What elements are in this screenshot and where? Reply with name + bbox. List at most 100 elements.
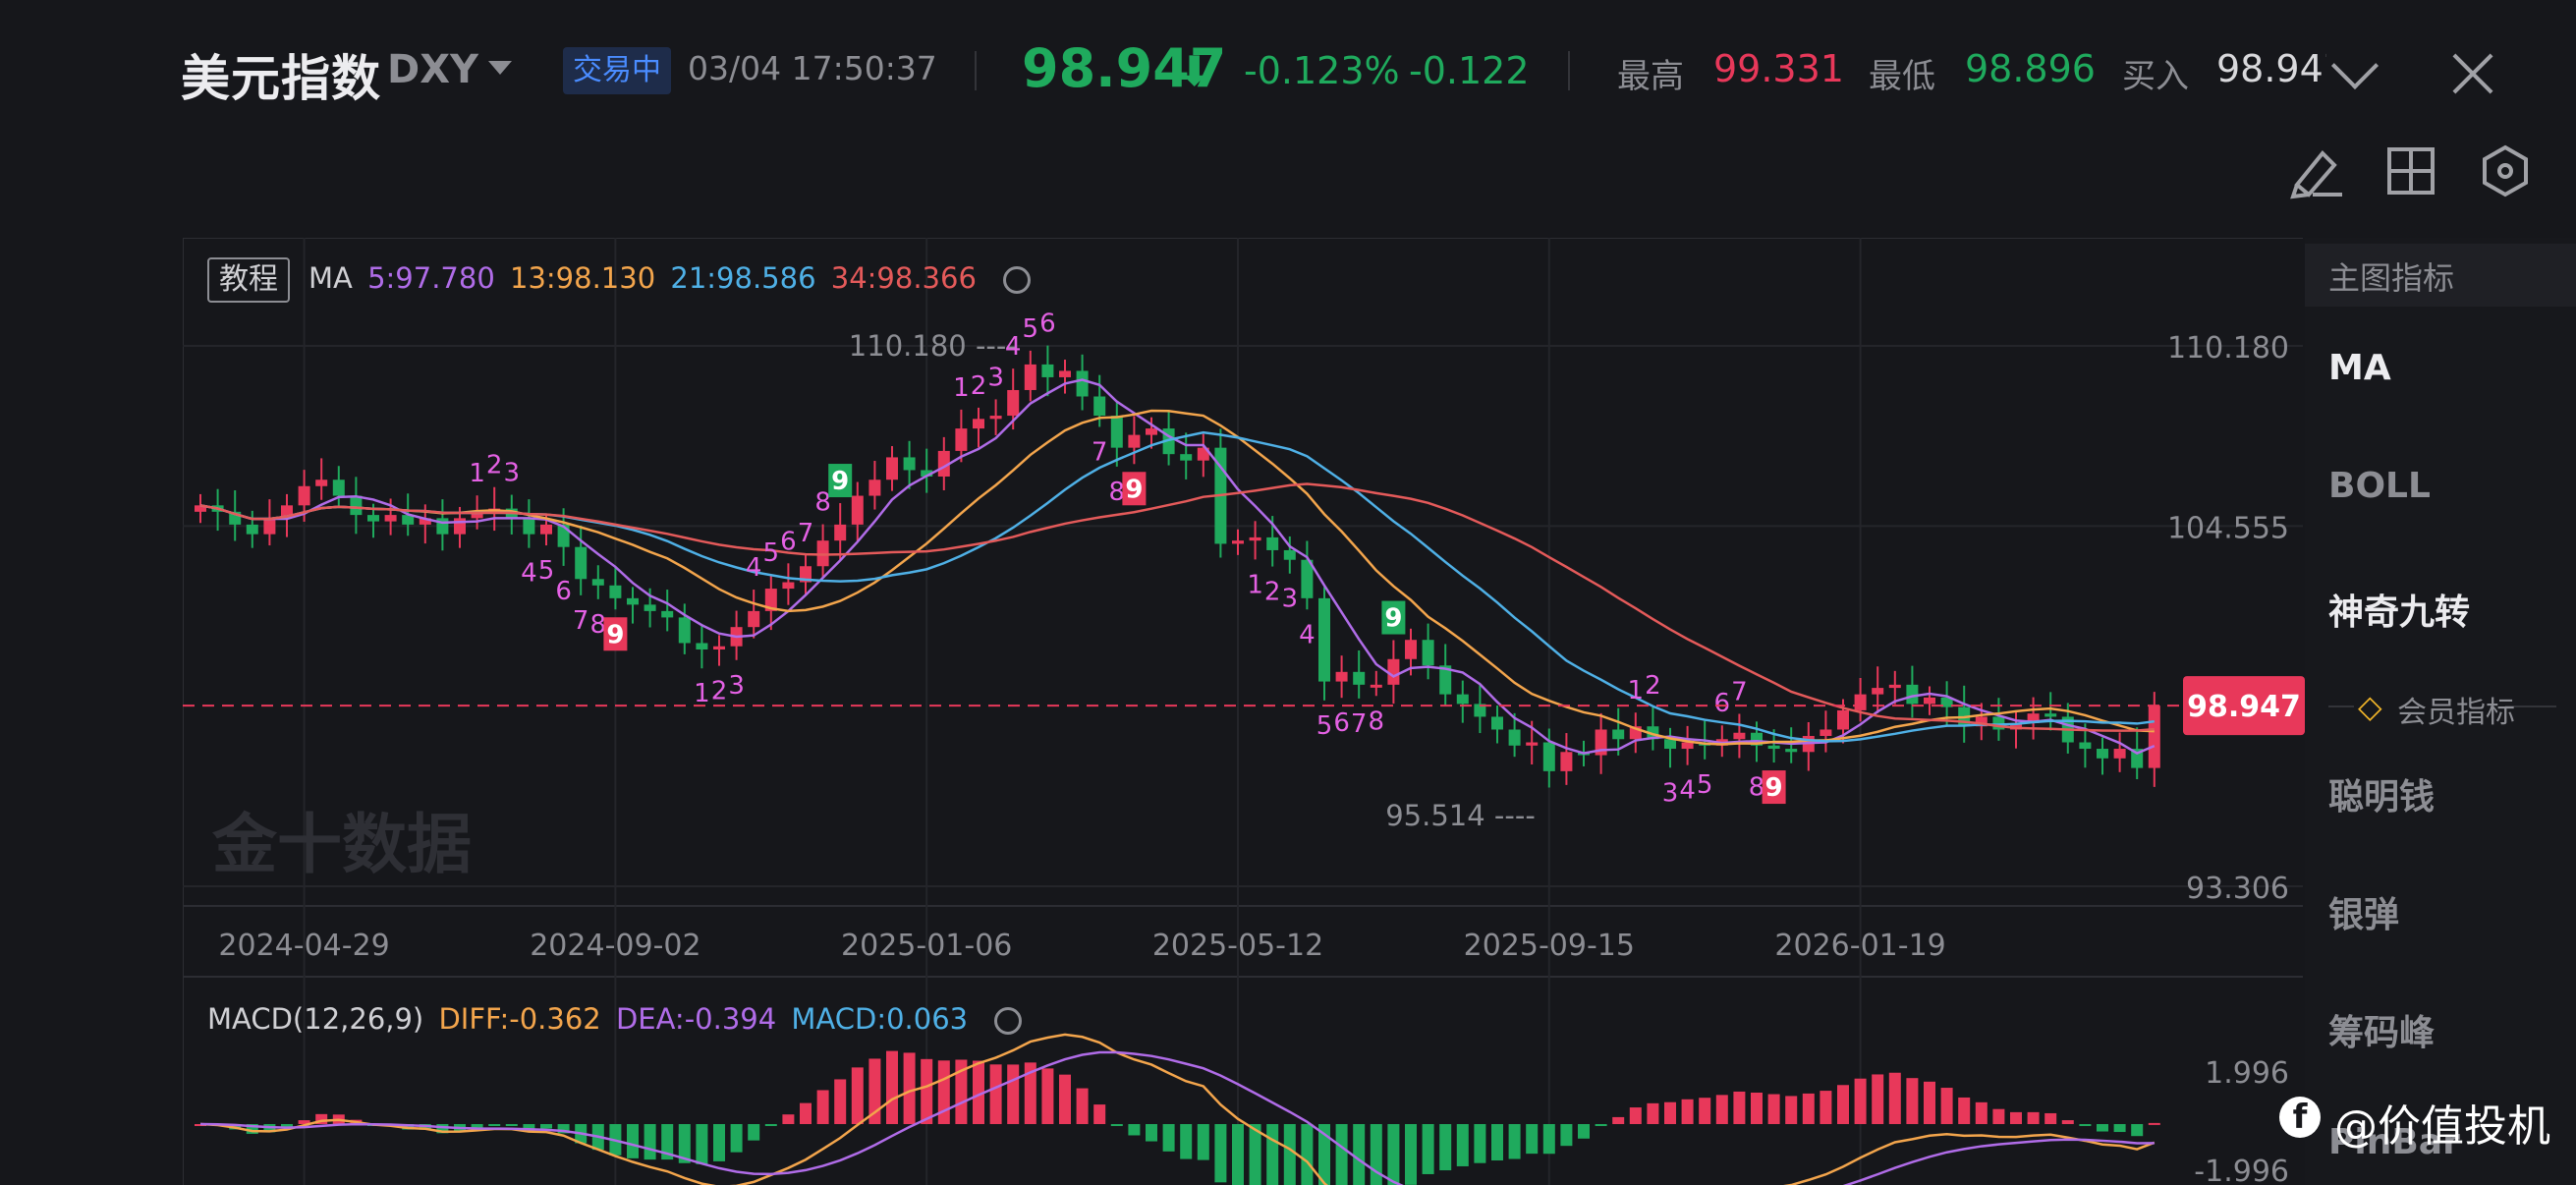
candle[interactable] (713, 646, 725, 649)
candle[interactable] (419, 518, 431, 525)
candle[interactable] (678, 617, 691, 644)
sidebar-item-silver-bullet[interactable]: 银弹 (2328, 895, 2400, 935)
candle[interactable] (575, 546, 588, 580)
candle[interactable] (1837, 709, 1849, 730)
candle[interactable] (1283, 549, 1296, 560)
candle[interactable] (2097, 749, 2108, 759)
candle[interactable] (2010, 722, 2022, 730)
candle[interactable] (696, 643, 708, 649)
candle[interactable] (989, 416, 1002, 420)
sidebar-item-boll[interactable]: BOLL (2328, 466, 2431, 506)
candle[interactable] (764, 589, 777, 611)
sidebar-item-chip-peak[interactable]: 筹码峰 (2328, 1013, 2436, 1053)
candle[interactable] (782, 582, 795, 590)
sidebar-item-ma[interactable]: MA (2328, 348, 2391, 388)
candle[interactable] (748, 610, 760, 628)
candle[interactable] (1924, 697, 1935, 705)
candle[interactable] (1024, 364, 1036, 390)
candle[interactable] (1335, 671, 1348, 682)
chevron-down-icon[interactable] (2330, 41, 2380, 90)
candle[interactable] (1146, 428, 1157, 435)
draw-icon[interactable] (2285, 140, 2348, 202)
candle[interactable] (1093, 396, 1106, 417)
candle[interactable] (471, 511, 483, 519)
candle[interactable] (1249, 536, 1261, 541)
candle[interactable] (367, 515, 379, 522)
candle[interactable] (937, 450, 950, 477)
candle[interactable] (246, 524, 258, 535)
candle[interactable] (1110, 416, 1123, 448)
candle[interactable] (591, 579, 604, 586)
candlestick-chart[interactable]: 2024-04-29 2024-09-02 2025-01-06 2025-05-12… (183, 238, 2305, 1185)
candle[interactable] (2079, 742, 2092, 750)
candle[interactable] (1405, 640, 1417, 659)
candle[interactable] (1041, 364, 1054, 377)
candle[interactable] (973, 419, 984, 429)
candle[interactable] (955, 428, 968, 451)
sidebar-item-smart-money[interactable]: 聪明钱 (2328, 777, 2436, 818)
candle[interactable] (315, 480, 328, 486)
candle[interactable] (1007, 389, 1020, 417)
candle[interactable] (1266, 536, 1279, 550)
sidebar-item-pinbar[interactable]: PinBar (2328, 1122, 2460, 1162)
candle[interactable] (402, 515, 415, 525)
candle[interactable] (384, 515, 397, 522)
candle[interactable] (2027, 713, 2040, 723)
candle[interactable] (1681, 742, 1694, 750)
candle[interactable] (903, 457, 916, 471)
grid-layout-icon[interactable] (2380, 140, 2442, 202)
candle[interactable] (540, 524, 552, 535)
candle[interactable] (1785, 749, 1798, 753)
candle[interactable] (1232, 540, 1244, 544)
candle[interactable] (1353, 671, 1366, 685)
macd-settings-icon[interactable] (994, 1007, 1023, 1035)
candle[interactable] (1076, 370, 1089, 397)
candle[interactable] (1456, 694, 1469, 705)
candle[interactable] (1560, 752, 1573, 771)
candle[interactable] (1318, 597, 1330, 682)
candle[interactable] (1387, 658, 1400, 685)
candle[interactable] (1612, 729, 1625, 740)
candle[interactable] (1422, 640, 1434, 666)
candle[interactable] (921, 470, 933, 477)
candle[interactable] (868, 480, 881, 496)
candle[interactable] (1733, 732, 1746, 740)
candle[interactable] (1439, 665, 1452, 695)
candle[interactable] (851, 495, 864, 525)
candle[interactable] (2131, 749, 2144, 768)
candle[interactable] (332, 480, 345, 496)
candle[interactable] (1197, 447, 1209, 461)
candle[interactable] (886, 457, 898, 480)
candle[interactable] (1059, 370, 1071, 377)
candle[interactable] (1664, 739, 1676, 750)
sidebar-item-td9[interactable]: 神奇九转 (2328, 592, 2471, 633)
candle[interactable] (1180, 454, 1193, 461)
candle[interactable] (1820, 729, 1832, 737)
candle[interactable] (350, 495, 363, 516)
candle[interactable] (2148, 705, 2160, 768)
candle[interactable] (834, 524, 847, 541)
ma-settings-icon[interactable] (1003, 266, 1032, 294)
symbol-selector[interactable]: DXY (387, 47, 479, 92)
settings-hex-icon[interactable] (2474, 140, 2537, 202)
candle[interactable] (644, 604, 656, 611)
candle[interactable] (1542, 742, 1555, 771)
candle[interactable] (1872, 688, 1884, 695)
candle[interactable] (1301, 559, 1314, 598)
candle[interactable] (523, 518, 535, 535)
candle[interactable] (1906, 684, 1919, 705)
candle[interactable] (298, 485, 310, 506)
candle[interactable] (195, 505, 206, 512)
candle[interactable] (627, 597, 639, 605)
candle[interactable] (609, 585, 622, 598)
candle[interactable] (1940, 697, 1953, 707)
candle[interactable] (816, 540, 829, 567)
candle[interactable] (1508, 729, 1521, 746)
candle[interactable] (1767, 745, 1780, 750)
candle[interactable] (1370, 684, 1382, 688)
candle[interactable] (661, 610, 674, 618)
caret-down-icon[interactable] (488, 61, 512, 75)
candle[interactable] (263, 518, 276, 535)
tutorial-button[interactable]: 教程 (207, 257, 290, 303)
candle[interactable] (454, 518, 466, 535)
